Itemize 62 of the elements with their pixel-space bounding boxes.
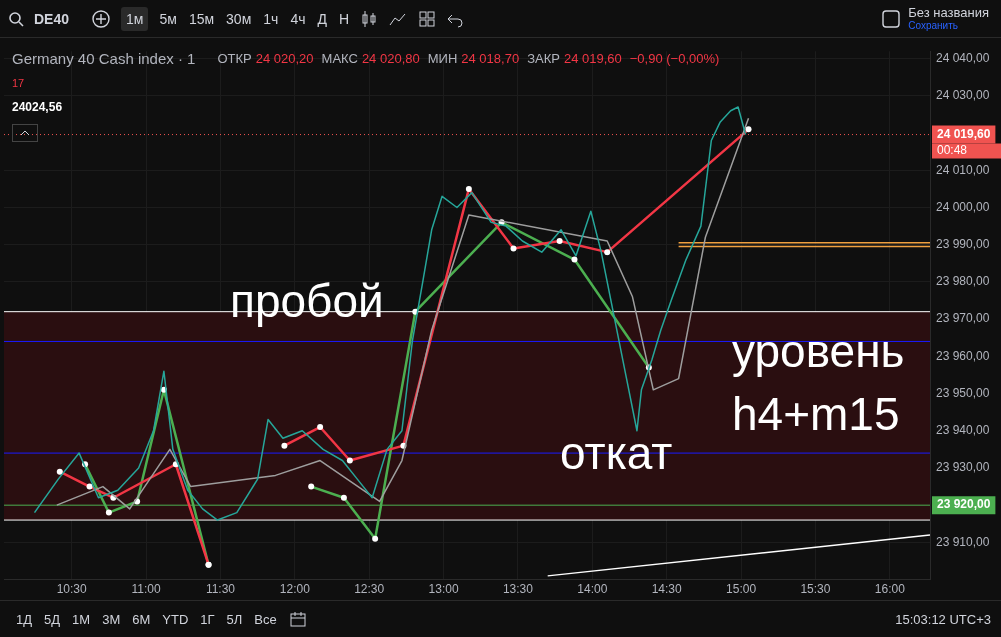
annotation: 24 019,60 — [563, 51, 622, 66]
annotation: ОТКР — [217, 51, 252, 66]
text: 1Д — [16, 611, 33, 627]
text: 1Г — [200, 611, 215, 627]
text: 5Л — [226, 611, 243, 627]
text: 3М — [102, 611, 121, 627]
text: DE40 — [34, 10, 70, 27]
chart-title: Germany 40 Cash index · 1 — [12, 50, 196, 67]
y-tick-label: 23 910,00 — [936, 534, 990, 549]
y-tick-label: 23 990,00 — [936, 237, 990, 252]
text: 1м — [121, 6, 149, 31]
annotation: −0,90 (−0,00%) — [629, 51, 720, 66]
text: Сохранить — [908, 18, 959, 32]
x-tick-label: 14:00 — [577, 582, 608, 597]
text: Все — [254, 611, 277, 627]
annotation: МАКС — [321, 51, 358, 66]
y-tick-label: 23 980,00 — [936, 274, 990, 289]
y-tick-label: 23 960,00 — [936, 348, 990, 363]
x-tick-label: 13:00 — [428, 582, 459, 597]
text: 30м — [225, 10, 253, 27]
text: YTD — [162, 611, 189, 627]
annotation: уровень — [732, 325, 905, 377]
y-tick-label: 24 040,00 — [936, 50, 990, 65]
x-tick-label: 11:00 — [131, 582, 161, 597]
y-tick-label: 24 030,00 — [936, 88, 990, 103]
text: Н — [337, 10, 351, 27]
annotation: 24024,56 — [12, 100, 63, 114]
x-tick-label: 16:00 — [874, 582, 906, 597]
x-tick-label: 15:00 — [726, 582, 757, 597]
y-tick-label: 24 010,00 — [936, 162, 990, 177]
y-tick-label: 23 970,00 — [936, 311, 990, 326]
annotation: h4+m15 — [732, 388, 900, 440]
annotation: 24 020,80 — [361, 51, 420, 66]
text: 15:03:12 UTC+3 — [895, 611, 991, 627]
x-tick-label: 11:30 — [205, 582, 236, 597]
annotation: МИН — [427, 51, 458, 66]
x-tick-label: 14:30 — [651, 582, 683, 597]
annotation: ЗАКР — [527, 51, 560, 66]
text: 1ч — [262, 10, 280, 27]
x-tick-label: 13:30 — [502, 582, 534, 597]
ref-line-label: 23 920,00 — [937, 497, 991, 512]
text: 5м — [158, 10, 178, 27]
y-tick-label: 24 000,00 — [936, 199, 990, 214]
annotation: 24 020,20 — [255, 51, 314, 66]
x-tick-label: 15:30 — [800, 582, 831, 597]
annotation: 17 — [12, 77, 25, 89]
text: 00:48 — [937, 142, 968, 157]
y-tick-label: 23 930,00 — [936, 460, 990, 475]
x-tick-label: 12:30 — [354, 582, 385, 597]
annotation: 24 018,70 — [461, 51, 520, 66]
x-tick-label: 10:30 — [56, 582, 88, 597]
text: 4ч — [289, 10, 307, 27]
y-tick-label: 23 940,00 — [936, 423, 990, 438]
text: 15м — [187, 10, 216, 27]
text: Д — [316, 10, 328, 27]
text: 6М — [132, 611, 151, 627]
ref-line-label: 24 019,60 — [937, 126, 991, 141]
y-tick-label: 23 950,00 — [936, 385, 990, 400]
text: 5Д — [44, 611, 61, 627]
text: 1М — [72, 611, 91, 627]
text: Без названия — [908, 4, 989, 20]
x-tick-label: 12:00 — [279, 582, 311, 597]
